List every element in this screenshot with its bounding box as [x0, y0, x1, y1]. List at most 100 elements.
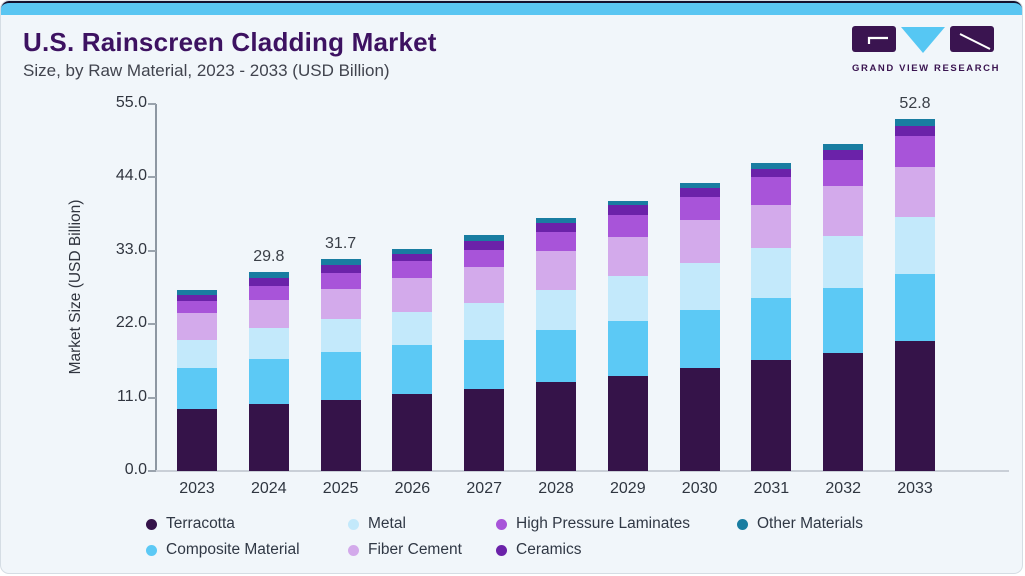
- bar-segment: [679, 263, 720, 311]
- legend-swatch-icon: [146, 544, 157, 556]
- legend-swatch-icon: [496, 518, 507, 530]
- legend-item: High Pressure Laminates: [496, 515, 737, 533]
- bar-segment: [823, 288, 864, 353]
- x-tick-label: 2024: [251, 480, 287, 497]
- y-tick-mark: [148, 249, 156, 252]
- bar-segment: [679, 197, 720, 221]
- bar-segment: [823, 144, 864, 151]
- legend-label: Terracotta: [166, 515, 235, 532]
- bar-segment: [895, 166, 935, 217]
- bar-segment: [464, 234, 505, 241]
- bar-segment: [248, 404, 289, 471]
- y-tick-label: 55.0: [115, 94, 147, 111]
- x-axis-baseline: [149, 470, 1009, 472]
- bar-segment: [392, 278, 433, 313]
- stacked-bar-2028: [536, 218, 576, 471]
- legend-label: High Pressure Laminates: [516, 515, 691, 532]
- bar-segment: [536, 382, 576, 471]
- legend-swatch-icon: [146, 518, 157, 530]
- bar-segment: [895, 216, 935, 275]
- x-tick-label: 2033: [897, 480, 933, 497]
- bar-segment: [536, 251, 576, 291]
- bar-segment: [248, 328, 289, 359]
- legend-item: Ceramics: [496, 541, 737, 559]
- y-tick-label: 0.0: [124, 461, 147, 478]
- bar-segment: [607, 320, 648, 376]
- chart-legend: Terracotta Composite Material Metal Fiber C…: [146, 511, 863, 563]
- y-tick-mark: [148, 470, 156, 472]
- stacked-bar-2033: [895, 118, 935, 471]
- bar-segment: [607, 236, 648, 277]
- legend-label: Fiber Cement: [368, 541, 462, 558]
- legend-item: Terracotta: [146, 515, 348, 533]
- bar-segment: [823, 150, 864, 161]
- bar-total-label: 29.8: [253, 248, 285, 266]
- bar-segment: [248, 358, 289, 405]
- bar-segment: [464, 240, 505, 251]
- bar-segment: [177, 367, 217, 409]
- legend-item: Other Materials: [737, 515, 863, 533]
- bar-segment: [177, 313, 217, 340]
- stacked-bar-2026: [392, 249, 433, 471]
- bar-segment: [536, 330, 576, 383]
- legend-item: Composite Material: [146, 541, 348, 559]
- bar-segment: [392, 249, 433, 255]
- legend-swatch-icon: [348, 544, 359, 556]
- bar-segment: [177, 339, 217, 368]
- bar-segment: [320, 319, 361, 352]
- bar-segment: [464, 266, 505, 303]
- bar-segment: [679, 310, 720, 368]
- legend-label: Composite Material: [166, 541, 300, 558]
- x-tick-label: 2032: [825, 480, 861, 497]
- y-tick-mark: [148, 103, 156, 105]
- bar-segment: [320, 264, 361, 273]
- bar-segment: [895, 126, 935, 136]
- bar-segment: [607, 205, 648, 215]
- bar-segment: [248, 286, 289, 301]
- bar-segment: [320, 351, 361, 400]
- legend-label: Ceramics: [516, 541, 582, 558]
- stacked-bar-2030: [679, 182, 720, 471]
- bar-segment: [823, 186, 864, 237]
- x-tick-label: 2025: [322, 480, 359, 497]
- bar-segment: [607, 200, 648, 206]
- bar-segment: [464, 388, 505, 471]
- y-axis-line: [155, 104, 157, 472]
- bar-segment: [823, 160, 864, 187]
- bar-segment: [464, 250, 505, 267]
- bar-segment: [823, 352, 864, 471]
- x-tick-label: 2029: [610, 480, 646, 497]
- bar-segment: [823, 236, 864, 289]
- bar-segment: [320, 288, 361, 320]
- stacked-bar-2029: [607, 200, 648, 471]
- bar-segment: [751, 162, 792, 169]
- bar-segment: [607, 375, 648, 471]
- y-tick-mark: [148, 323, 156, 326]
- x-tick-label: 2030: [681, 480, 718, 497]
- y-tick-label: 22.0: [115, 314, 147, 332]
- legend-label: Other Materials: [757, 515, 863, 532]
- stacked-bar-2032: [823, 144, 864, 471]
- gvr-logo-icon: [852, 26, 994, 53]
- x-tick-label: 2028: [538, 480, 574, 497]
- bar-segment: [751, 177, 792, 206]
- bar-segment: [177, 300, 217, 314]
- bar-segment: [751, 168, 792, 178]
- legend-swatch-icon: [737, 518, 748, 530]
- page-title: U.S. Rainscreen Cladding Market: [23, 27, 437, 57]
- gvr-logo-text: GRAND VIEW RESEARCH: [852, 63, 1001, 74]
- bar-segment: [751, 205, 792, 249]
- bar-segment: [177, 408, 217, 471]
- bar-segment: [895, 118, 935, 126]
- legend-swatch-icon: [496, 544, 507, 556]
- y-tick-label: 44.0: [115, 167, 147, 185]
- bar-segment: [536, 223, 576, 233]
- page-subtitle: Size, by Raw Material, 2023 - 2033 (USD …: [23, 61, 390, 80]
- y-tick-label: 33.0: [115, 240, 147, 258]
- bar-segment: [248, 300, 289, 329]
- bar-segment: [895, 274, 935, 342]
- bar-segment: [536, 218, 576, 224]
- top-accent-bar: [1, 1, 1022, 15]
- bar-segment: [751, 248, 792, 299]
- stacked-bar-2023: [177, 290, 217, 471]
